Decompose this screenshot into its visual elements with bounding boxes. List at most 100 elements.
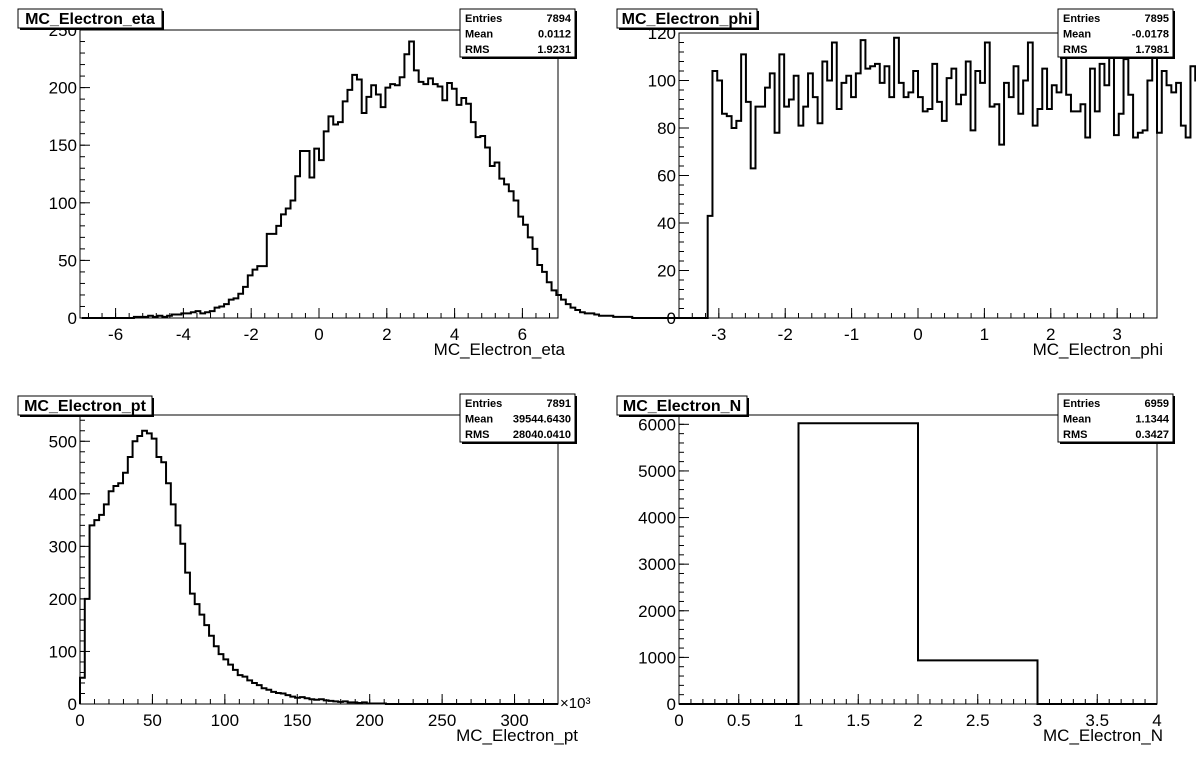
stats-value-mean: 1.1344 [1135,414,1170,426]
x-tick-label: 1.5 [846,711,870,730]
y-tick-label: 20 [657,262,676,281]
x-tick-label: -2 [244,325,259,344]
plot-title: MC_Electron_pt [24,398,146,415]
stats-value-mean: 39544.6430 [513,414,571,426]
x-tick-label: 100 [211,711,239,730]
stats-key-mean: Mean [1063,414,1091,426]
x-tick-label: -6 [108,325,123,344]
x-tick-label: -1 [844,325,859,344]
stats-key-entries: Entries [465,398,502,410]
stats-value-entries: 7891 [547,398,571,410]
x-tick-label: 1 [794,711,803,730]
x-tick-label: 250 [428,711,456,730]
x-tick-label: 6 [518,325,527,344]
y-tick-label: 0 [667,695,676,714]
stats-box [459,8,576,58]
stats-value-entries: 7894 [547,13,572,25]
plot-title: MC_Electron_phi [622,11,753,28]
x-tick-label: 2.5 [966,711,990,730]
y-tick-label: 40 [657,214,676,233]
title-box [17,395,153,416]
x-tick-label: 3 [1033,711,1042,730]
y-tick-label: 5000 [638,462,676,481]
y-tick-label: 50 [58,251,77,270]
x-tick-label: 4 [450,325,459,344]
y-tick-label: 200 [49,79,77,98]
x-tick-label: 50 [143,711,162,730]
x-tick-label: 200 [356,711,384,730]
stats-value-rms: 0.3427 [1135,429,1169,441]
stats-value-rms: 28040.0410 [513,429,571,441]
y-tick-label: 0 [68,309,77,328]
x-tick-label: 150 [283,711,311,730]
plot-frame [79,29,559,319]
stats-value-entries: 6959 [1145,398,1169,410]
y-tick-label: 400 [49,485,77,504]
y-tick-label: 100 [648,72,676,91]
x-tick-label: 2 [913,711,922,730]
y-tick-label: 100 [49,194,77,213]
y-tick-label: 0 [68,695,77,714]
stats-key-rms: RMS [1063,429,1087,441]
plot-title: MC_Electron_N [623,398,741,415]
x-tick-label: 0.5 [727,711,751,730]
x-tick-label: 0 [674,711,683,730]
stats-value-entries: 7895 [1145,13,1169,25]
title-box [616,8,758,29]
x-tick-label: 3 [1112,325,1121,344]
title-box [17,8,163,29]
x-tick-label: 2 [382,325,391,344]
x-axis-label: MC_Electron_phi [1033,340,1163,359]
y-tick-label: 6000 [638,415,676,434]
x-tick-label: 0 [314,325,323,344]
stats-key-mean: Mean [465,414,493,426]
histogram-line [679,34,1196,319]
x-axis-label: MC_Electron_eta [434,340,566,359]
y-tick-label: 80 [657,119,676,138]
x-tick-label: -2 [778,325,793,344]
stats-key-rms: RMS [465,44,489,56]
histogram-line [679,422,1157,705]
y-tick-label: 100 [49,642,77,661]
stats-value-mean: 0.0112 [538,29,571,41]
y-tick-label: 200 [49,590,77,609]
x-tick-label: 4 [1152,711,1161,730]
y-tick-label: 300 [49,537,77,556]
y-tick-label: 0 [667,309,676,328]
x-axis-exponent: ×10³ [560,695,590,712]
stats-value-rms: 1.7981 [1135,44,1169,56]
stats-key-entries: Entries [1063,13,1100,25]
y-tick-label: 4000 [638,509,676,528]
y-tick-label: 500 [49,432,77,451]
title-box [616,395,748,416]
x-tick-label: -3 [711,325,726,344]
plot-panel-mc-electron-n: 0 1000 2000 3000 4000 5000 6000 0 0.5 1 1.5 2 2.5 3 3.… [616,393,1175,745]
histogram-line [79,429,558,705]
y-tick-label: 60 [657,167,676,186]
x-tick-label: 2 [1046,325,1055,344]
plot-frame [79,414,559,705]
stats-key-entries: Entries [465,13,502,25]
x-tick-label: -4 [176,325,191,344]
x-tick-label: 1 [980,325,989,344]
stats-box [1057,8,1174,58]
stats-value-mean: -0.0178 [1132,29,1169,41]
stats-key-entries: Entries [1063,398,1100,410]
stats-key-rms: RMS [1063,44,1087,56]
x-tick-label: 0 [75,711,84,730]
stats-key-mean: Mean [1063,29,1091,41]
x-tick-label: 300 [500,711,528,730]
stats-key-mean: Mean [465,29,493,41]
x-tick-label: 0 [913,325,922,344]
stats-key-rms: RMS [465,429,489,441]
x-axis-label: MC_Electron_pt [456,726,578,745]
y-tick-label: 2000 [638,602,676,621]
stats-box [1057,393,1174,443]
stats-value-rms: 1.9231 [537,44,571,56]
x-axis-label: MC_Electron_N [1043,726,1163,745]
x-tick-label: 3.5 [1085,711,1109,730]
